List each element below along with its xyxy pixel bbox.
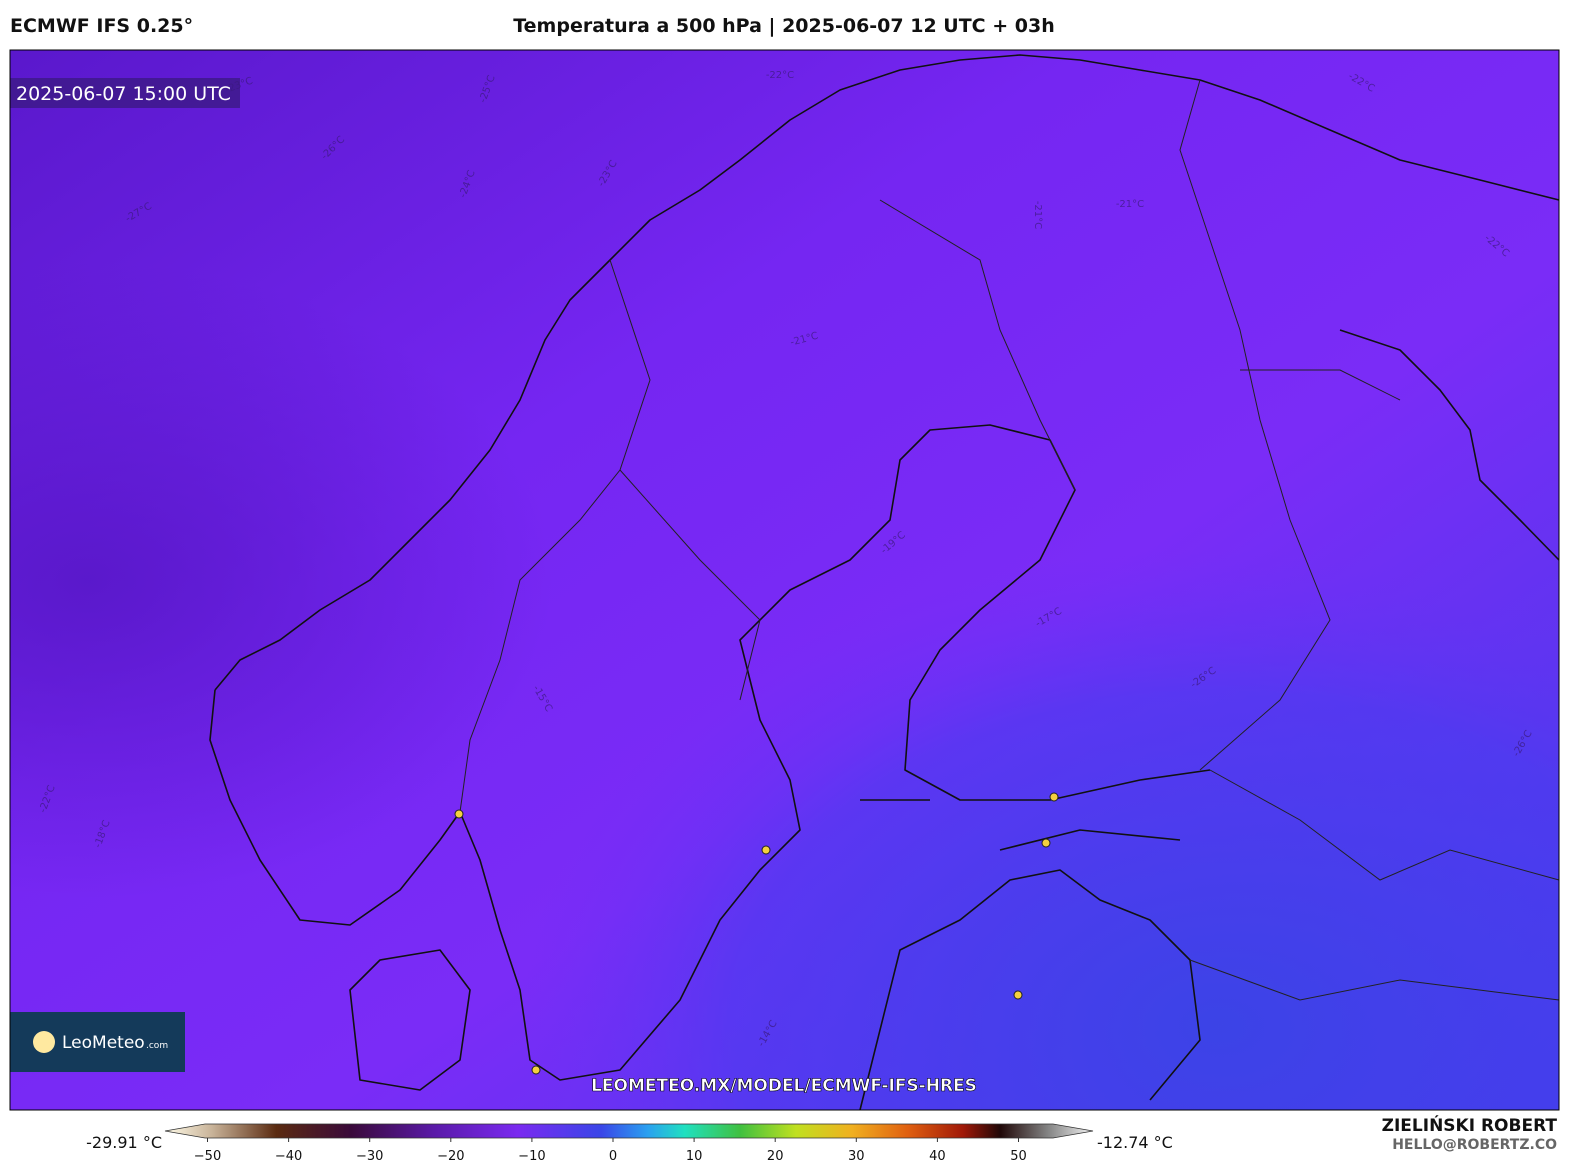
watermark: LEOMETEO.MX/MODEL/ECMWF-IFS-HRES — [591, 1076, 977, 1096]
map-frame — [9, 49, 1560, 1111]
valid-time: 2025-06-07 15:00 UTC — [16, 83, 231, 105]
city-markers — [454, 792, 1059, 1075]
warm-region — [10, 50, 1559, 1110]
colorbar-tick-label: 10 — [686, 1149, 703, 1163]
logo-suffix: .com — [146, 1041, 168, 1051]
colorbar-tick-label: −40 — [275, 1149, 302, 1163]
map: -23°C-25°C-26°C-27°C-24°C-23°C-22°C-21°C… — [9, 49, 1560, 1111]
time-box — [10, 78, 240, 108]
colorbar-tick-label: −30 — [356, 1149, 383, 1163]
colorbar-ramp — [164, 1123, 1094, 1139]
colorbar-tick-label: 0 — [609, 1149, 617, 1163]
colorbar-min: -29.91 °C — [86, 1133, 162, 1152]
colorbar-tick-label: 30 — [848, 1149, 865, 1163]
colorbar-tick-label: 50 — [1010, 1149, 1027, 1163]
logo-sun — [33, 1031, 55, 1053]
contact: HELLO@ROBERTZ.CO — [1392, 1137, 1557, 1153]
colorbar-tick-label: 20 — [767, 1149, 784, 1163]
map-title: Temperatura a 500 hPa | 2025-06-07 12 UT… — [513, 15, 1055, 37]
colorbar: -29.91 °C -12.74 °C −50 −40 −30 −20 −10 0 10 20… — [86, 1123, 1173, 1164]
colorbar-tick-label: −20 — [437, 1149, 464, 1163]
author: ZIELIŃSKI ROBERT — [1382, 1114, 1558, 1136]
contour-label: -21°C — [1032, 201, 1043, 229]
colorbar-tick-label: −10 — [518, 1149, 545, 1163]
colorbar-max: -12.74 °C — [1097, 1133, 1173, 1152]
borders — [459, 79, 1560, 1001]
colorbar-tick-label: 40 — [929, 1149, 946, 1163]
colorbar-tick-label: −50 — [194, 1149, 221, 1163]
model-name: ECMWF IFS 0.25° — [10, 15, 193, 37]
contour-label: -21°C — [1116, 199, 1144, 210]
logo-name: LeoMeteo — [62, 1033, 145, 1053]
contour-label: -22°C — [766, 70, 794, 81]
coastlines — [209, 54, 1560, 1111]
